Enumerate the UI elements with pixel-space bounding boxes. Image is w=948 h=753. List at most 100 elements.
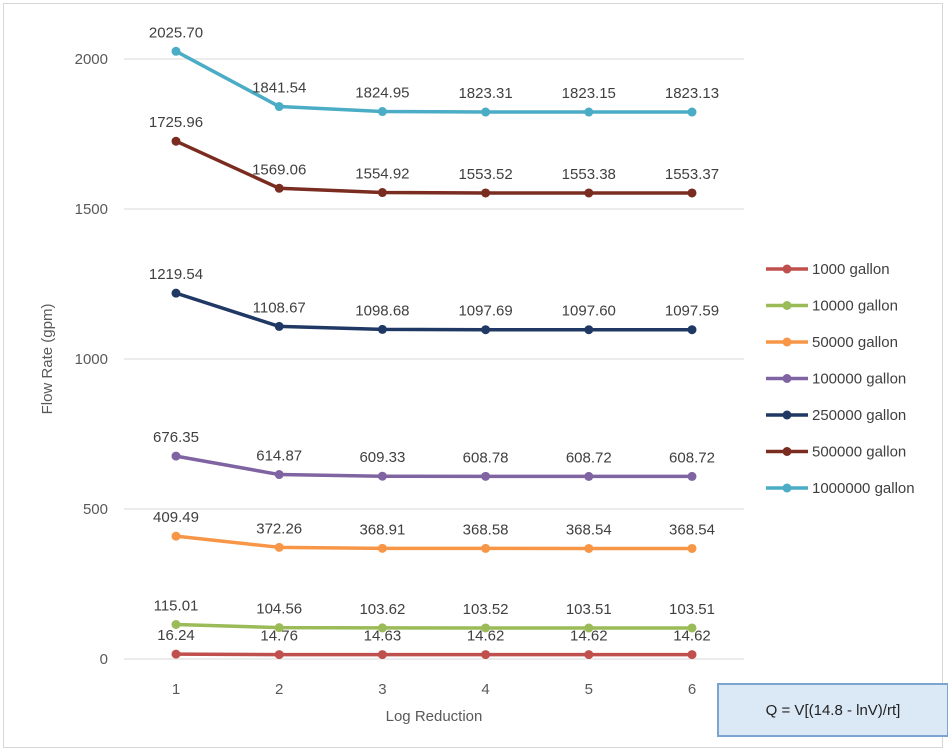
x-tick-label: 1 bbox=[172, 681, 180, 698]
data-label: 1569.06 bbox=[252, 161, 306, 178]
data-label: 1097.60 bbox=[562, 303, 616, 320]
data-point bbox=[687, 543, 697, 553]
data-point bbox=[687, 650, 697, 660]
data-label: 368.54 bbox=[566, 521, 612, 538]
data-point bbox=[687, 107, 697, 117]
data-point bbox=[171, 619, 181, 629]
data-label: 1824.95 bbox=[355, 85, 409, 102]
series-line bbox=[175, 534, 692, 551]
data-point bbox=[584, 650, 594, 660]
data-label: 368.54 bbox=[669, 521, 715, 538]
x-tick-label: 5 bbox=[585, 681, 593, 698]
legend-marker bbox=[782, 264, 792, 274]
legend-label: 250000 gallon bbox=[812, 407, 906, 424]
data-point bbox=[377, 107, 387, 117]
data-label: 14.62 bbox=[570, 628, 608, 645]
data-point bbox=[481, 325, 491, 335]
data-label: 409.49 bbox=[153, 509, 199, 526]
data-point bbox=[377, 471, 387, 481]
chart-frame: 0 500 1000 1500 2000 1 2 3 4 5 6 Log Reduction Flow … bbox=[3, 3, 948, 748]
data-label: 372.26 bbox=[256, 520, 302, 537]
data-label: 1097.59 bbox=[665, 303, 719, 320]
data-point bbox=[687, 623, 697, 633]
legend-label: 1000 gallon bbox=[812, 261, 890, 278]
y-tick-label: 1500 bbox=[75, 201, 108, 218]
x-tick-label: 4 bbox=[481, 681, 489, 698]
formula-box: Q = V[(14.8 - lnV)/rt] bbox=[717, 683, 948, 737]
legend-marker bbox=[782, 337, 792, 347]
data-point bbox=[687, 471, 697, 481]
data-point bbox=[171, 531, 181, 541]
data-label: 14.63 bbox=[364, 628, 402, 645]
data-point bbox=[377, 324, 387, 334]
data-point bbox=[377, 188, 387, 198]
data-point bbox=[584, 543, 594, 553]
x-tick-label: 3 bbox=[378, 681, 386, 698]
data-label: 16.24 bbox=[157, 627, 195, 644]
series-line bbox=[175, 291, 693, 332]
data-point bbox=[274, 183, 284, 193]
data-label: 608.78 bbox=[463, 449, 509, 466]
series-line bbox=[175, 622, 692, 630]
data-point bbox=[481, 543, 491, 553]
data-point bbox=[584, 188, 594, 198]
data-point bbox=[481, 107, 491, 117]
y-axis-title: Flow Rate (gpm) bbox=[39, 304, 56, 415]
data-point bbox=[171, 288, 181, 298]
y-tick-label: 1000 bbox=[75, 351, 108, 368]
legend-label: 500000 gallon bbox=[812, 444, 906, 461]
data-point bbox=[274, 623, 284, 633]
data-point bbox=[274, 650, 284, 660]
data-label: 1554.92 bbox=[355, 166, 409, 183]
data-point bbox=[274, 102, 284, 112]
data-point bbox=[481, 188, 491, 198]
data-label: 1725.96 bbox=[149, 114, 203, 131]
data-label: 1097.69 bbox=[458, 303, 512, 320]
data-point bbox=[584, 325, 594, 335]
data-point bbox=[377, 623, 387, 633]
data-point bbox=[171, 649, 181, 659]
data-label: 1108.67 bbox=[253, 299, 306, 316]
data-point bbox=[274, 321, 284, 331]
data-point bbox=[171, 136, 181, 146]
data-label: 1098.68 bbox=[355, 302, 409, 319]
data-label: 1823.31 bbox=[458, 85, 512, 102]
legend-marker bbox=[782, 447, 792, 456]
data-label: 103.51 bbox=[669, 601, 715, 618]
data-point bbox=[687, 188, 697, 198]
data-label: 614.87 bbox=[256, 448, 302, 465]
data-label: 1823.15 bbox=[562, 85, 616, 102]
data-label: 104.56 bbox=[256, 601, 302, 618]
data-point bbox=[481, 650, 491, 660]
data-point bbox=[171, 451, 181, 461]
data-label: 1553.37 bbox=[665, 166, 719, 183]
data-point bbox=[584, 107, 594, 117]
data-label: 608.72 bbox=[669, 449, 715, 466]
data-point bbox=[584, 623, 594, 633]
x-tick-label: 2 bbox=[275, 681, 283, 698]
data-point bbox=[584, 471, 594, 481]
legend-label: 100000 gallon bbox=[812, 371, 906, 388]
legend-label: 10000 gallon bbox=[812, 298, 898, 315]
data-point bbox=[274, 542, 284, 552]
legend-label: 50000 gallon bbox=[812, 334, 898, 351]
data-label: 14.62 bbox=[467, 628, 505, 645]
data-label: 2025.70 bbox=[149, 24, 203, 41]
data-label: 368.58 bbox=[463, 521, 509, 538]
data-label: 103.62 bbox=[359, 601, 405, 618]
data-label: 115.01 bbox=[154, 597, 199, 614]
data-label: 103.52 bbox=[463, 601, 509, 618]
data-label: 1823.13 bbox=[665, 85, 719, 102]
y-tick-label: 500 bbox=[83, 501, 108, 518]
formula-text: Q = V[(14.8 - lnV)/rt] bbox=[765, 701, 901, 719]
series-line bbox=[175, 139, 693, 195]
data-point bbox=[377, 650, 387, 660]
data-point bbox=[171, 46, 181, 56]
data-label: 608.72 bbox=[566, 449, 612, 466]
data-label: 1553.52 bbox=[458, 166, 512, 183]
x-tick-label: 6 bbox=[688, 681, 696, 698]
data-label: 1219.54 bbox=[149, 266, 203, 283]
legend-marker bbox=[782, 483, 792, 493]
data-label: 14.76 bbox=[260, 628, 298, 645]
data-label: 368.91 bbox=[359, 521, 405, 538]
